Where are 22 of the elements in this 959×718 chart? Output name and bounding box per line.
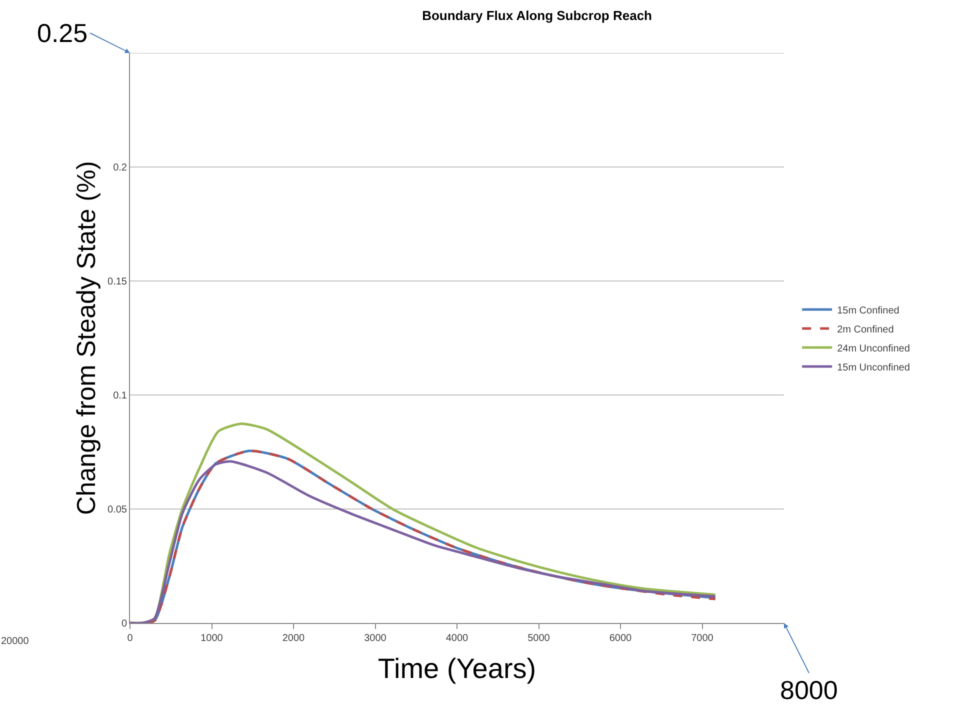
x-axis-title: Time (Years) xyxy=(378,653,536,684)
y-tick-label: 0.1 xyxy=(113,390,128,402)
text: 8000 xyxy=(780,675,838,705)
legend-label: 15m Unconfined xyxy=(837,362,910,374)
x-tick-label: 4000 xyxy=(446,633,469,644)
y-axis-title: Change from Steady State (%) xyxy=(70,160,101,516)
x-tick-label: 2000 xyxy=(282,633,306,644)
y-tick-label: 0.05 xyxy=(108,504,128,516)
chart-title: Boundary Flux Along Subcrop Reach xyxy=(422,8,652,23)
x-tick-label: 6000 xyxy=(609,633,632,644)
legend-label: 15m Confined xyxy=(837,305,900,316)
y-tick-label: 0.2 xyxy=(113,162,128,174)
x-tick-label: 1000 xyxy=(200,633,224,644)
x-tick-label: 7000 xyxy=(691,633,714,644)
x-tick-label: 5000 xyxy=(528,633,550,644)
legend-label: 2m Confined xyxy=(837,324,894,336)
y-tick-label: 0 xyxy=(121,618,128,630)
text: 20000 xyxy=(1,636,30,647)
x-tick-label: 3000 xyxy=(364,633,387,644)
legend-label: 24m Unconfined xyxy=(837,343,910,354)
y-tick-label: 0.15 xyxy=(108,276,128,288)
text: 0.25 xyxy=(37,18,88,48)
